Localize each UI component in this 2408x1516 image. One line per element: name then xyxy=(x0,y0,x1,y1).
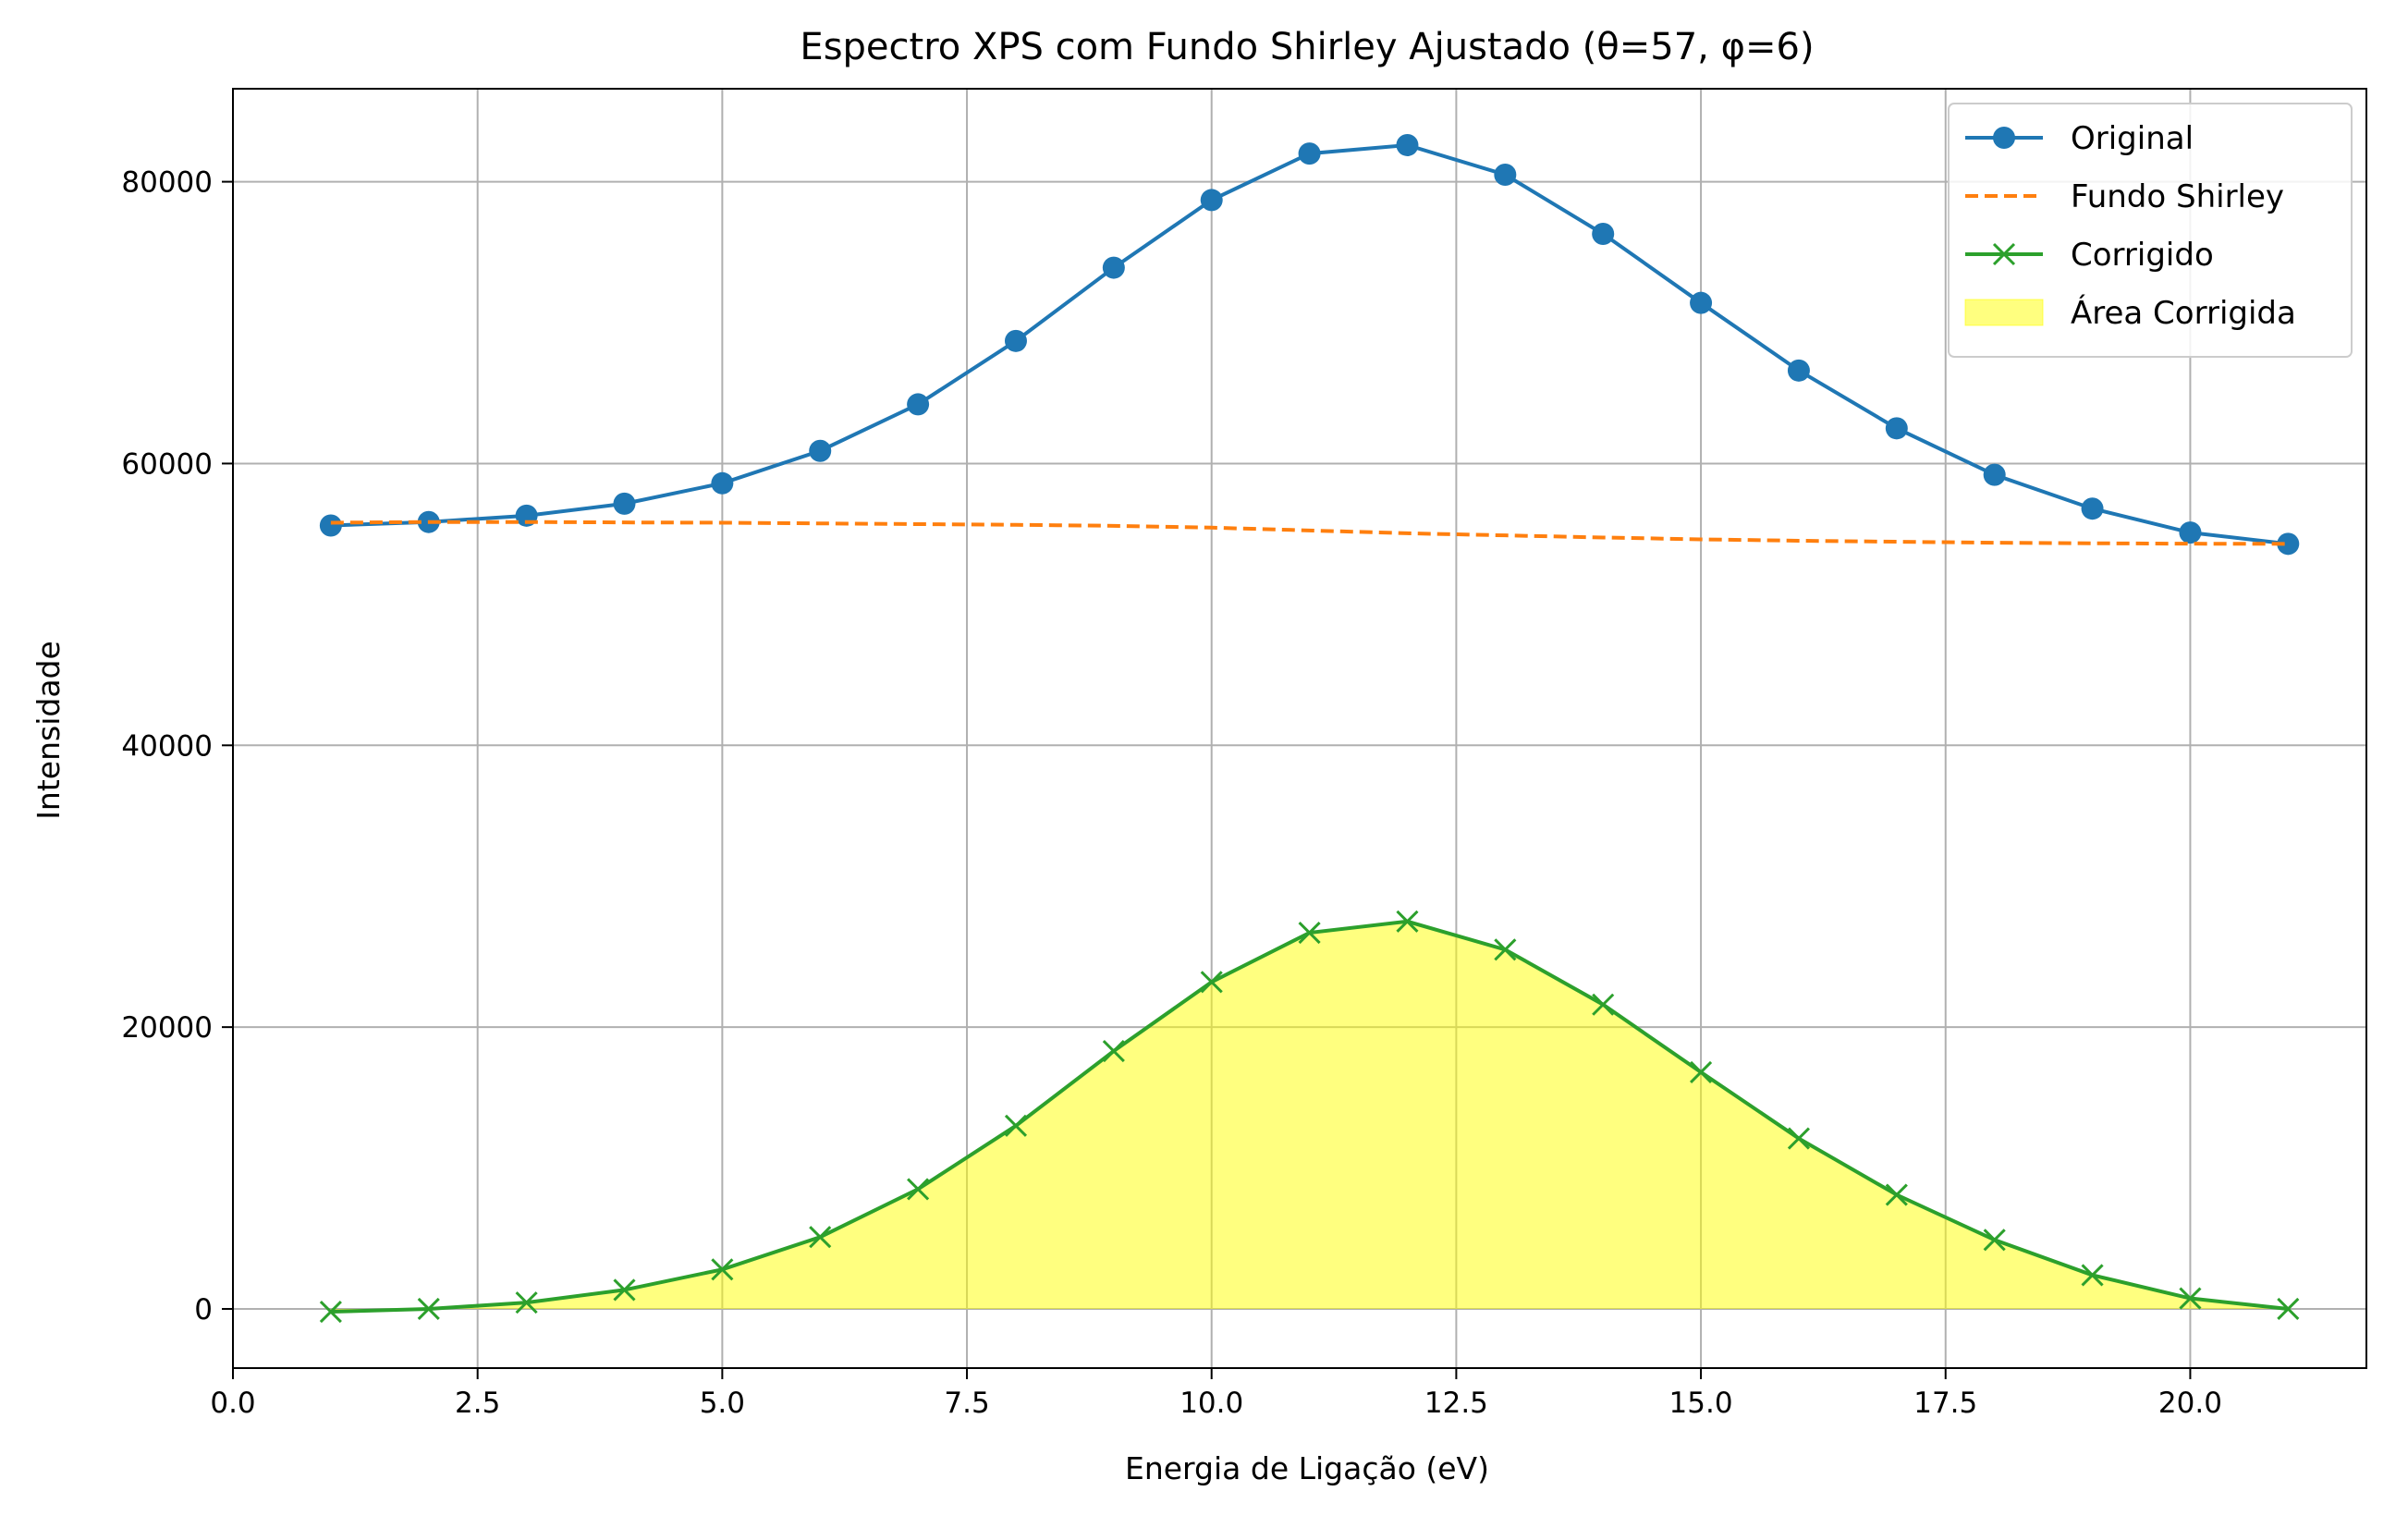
x-tick-label: 2.5 xyxy=(455,1387,500,1420)
legend-label: Original xyxy=(2071,120,2194,157)
series-point xyxy=(1396,133,1419,156)
legend: Original Fundo Shirley Corrigido Área Corri… xyxy=(1948,103,2353,358)
y-axis: 0 20000 40000 60000 80000 xyxy=(121,166,233,1326)
series-point xyxy=(515,1291,538,1314)
series-point xyxy=(2179,1287,2202,1310)
series-point xyxy=(2081,1264,2104,1287)
series-point xyxy=(907,1178,930,1201)
y-tick-label: 60000 xyxy=(121,447,213,481)
series-point xyxy=(1396,910,1419,933)
legend-item: Fundo Shirley xyxy=(1965,178,2284,215)
x-marker-stroke xyxy=(711,1258,734,1281)
legend-box xyxy=(1948,103,2353,358)
series-point xyxy=(613,1278,636,1302)
x-tick-label: 15.0 xyxy=(1669,1387,1733,1420)
x-marker-stroke xyxy=(1690,1060,1713,1083)
series-point xyxy=(319,514,342,537)
series-layer xyxy=(319,133,2300,1324)
legend-label: Fundo Shirley xyxy=(2071,178,2284,215)
series-point xyxy=(1102,256,1125,279)
x-marker-stroke xyxy=(907,1178,930,1201)
series-point xyxy=(2277,1297,2300,1321)
legend-item: Área Corrigida xyxy=(1964,294,2296,332)
x-tick-label: 20.0 xyxy=(2158,1387,2222,1420)
y-tick-label: 20000 xyxy=(121,1011,213,1045)
x-tick-label: 0.0 xyxy=(210,1387,255,1420)
x-marker-stroke xyxy=(2179,1287,2202,1310)
x-tick-label: 7.5 xyxy=(944,1387,989,1420)
series-point xyxy=(1298,921,1321,945)
legend-marker xyxy=(1993,127,2015,149)
x-marker-stroke xyxy=(2277,1297,2300,1321)
series-point xyxy=(711,471,734,495)
series-point xyxy=(613,492,636,515)
legend-item: Original xyxy=(1965,120,2194,157)
x-marker-stroke xyxy=(417,1297,440,1321)
x-marker-stroke xyxy=(809,1226,832,1249)
series-point xyxy=(1004,1114,1028,1137)
x-marker-stroke xyxy=(613,1278,636,1302)
legend-swatch xyxy=(1964,299,2044,326)
y-tick-label: 0 xyxy=(194,1293,213,1326)
x-marker-stroke xyxy=(319,1300,342,1324)
series-point xyxy=(1494,163,1517,186)
series-point xyxy=(1494,938,1517,961)
series-point xyxy=(1200,971,1223,994)
legend-item: Corrigido xyxy=(1965,237,2214,274)
legend-label: Corrigido xyxy=(2071,237,2214,274)
series-point xyxy=(1885,1183,1908,1206)
series-point xyxy=(319,1300,342,1324)
series-point xyxy=(1592,993,1615,1016)
legend-marker xyxy=(1992,242,2016,266)
series-point xyxy=(1787,359,1810,382)
series-point xyxy=(907,393,930,416)
series-point xyxy=(1690,1060,1713,1083)
y-tick-label: 40000 xyxy=(121,729,213,763)
series-point xyxy=(2277,532,2300,556)
x-tick-label: 10.0 xyxy=(1180,1387,1243,1420)
plot-frame xyxy=(232,88,2367,1369)
x-tick-label: 12.5 xyxy=(1424,1387,1488,1420)
x-marker-stroke xyxy=(1592,993,1615,1016)
series-point xyxy=(1592,222,1615,245)
x-tick-label: 17.5 xyxy=(1913,1387,1977,1420)
series-point xyxy=(1004,329,1027,352)
series-point xyxy=(1690,291,1713,314)
x-marker-stroke xyxy=(515,1291,538,1314)
x-marker-stroke xyxy=(1200,971,1223,994)
x-marker-stroke xyxy=(1494,938,1517,961)
series-point xyxy=(1200,189,1223,212)
series-point xyxy=(2179,521,2202,544)
y-tick-label: 80000 xyxy=(121,166,213,200)
x-marker-stroke xyxy=(2081,1264,2104,1287)
series-point xyxy=(711,1258,734,1281)
x-marker-stroke xyxy=(1983,1229,2006,1252)
series-point xyxy=(1298,142,1321,165)
series-point xyxy=(809,1226,832,1249)
series-point xyxy=(809,439,832,462)
series-point xyxy=(2081,497,2104,520)
series-point xyxy=(1983,1229,2006,1252)
x-marker-stroke xyxy=(1298,921,1321,945)
x-marker-stroke xyxy=(1787,1127,1811,1150)
corrected-area-fill xyxy=(330,921,2289,1313)
y-axis-label: Intensidade xyxy=(31,641,67,820)
x-axis: 0.0 2.5 5.0 7.5 10.0 12.5 15.0 17.5 20.0 xyxy=(210,1368,2222,1420)
series-point xyxy=(417,1297,440,1321)
series-point xyxy=(1787,1127,1811,1150)
x-marker-stroke xyxy=(1004,1114,1028,1137)
series-point xyxy=(1885,417,1908,440)
x-marker-stroke xyxy=(1885,1183,1908,1206)
fill-layer xyxy=(330,921,2289,1313)
x-marker-stroke xyxy=(1396,910,1419,933)
x-tick-label: 5.0 xyxy=(700,1387,745,1420)
chart-title: Espectro XPS com Fundo Shirley Ajustado … xyxy=(800,26,1814,68)
series-point xyxy=(1983,463,2006,486)
x-marker-stroke xyxy=(1102,1039,1125,1063)
series-line-1 xyxy=(330,520,2289,546)
series-point xyxy=(1102,1039,1125,1063)
legend-label: Área Corrigida xyxy=(2071,294,2296,332)
x-axis-label: Energia de Ligação (eV) xyxy=(1125,1450,1489,1486)
